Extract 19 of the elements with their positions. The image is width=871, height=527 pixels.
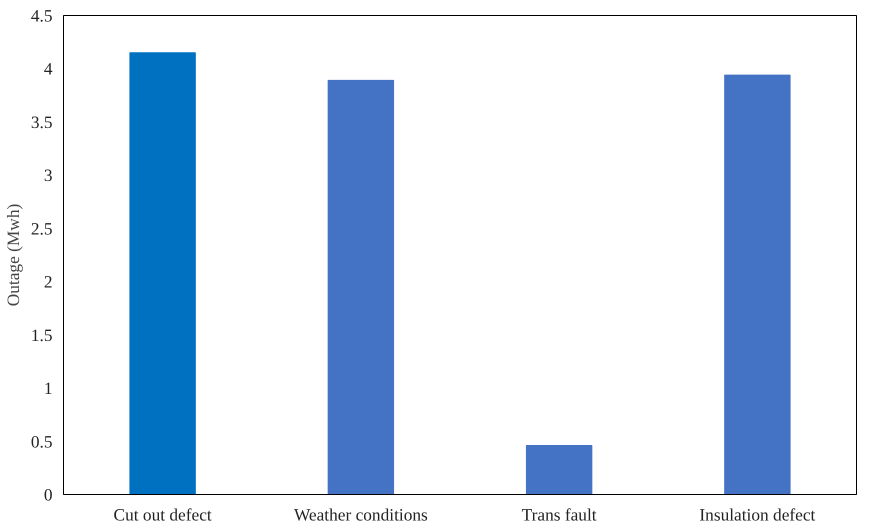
- bar: [724, 74, 791, 494]
- y-tick-label: 4.5: [30, 6, 53, 26]
- bar: [328, 80, 394, 494]
- x-tick-label: Cut out defect: [114, 506, 212, 524]
- y-tick-label: 1.5: [30, 326, 53, 345]
- y-tick-label: 4: [44, 60, 53, 79]
- y-tick-label: 2: [44, 272, 53, 292]
- x-tick-label: Trans fault: [522, 506, 597, 524]
- y-tick-label: 0.5: [30, 432, 53, 452]
- y-tick-label: 2.5: [30, 219, 53, 238]
- bar: [526, 445, 592, 494]
- x-tick-label: Insulation defect: [699, 506, 816, 524]
- y-axis-title: Outage (Mwh): [4, 204, 23, 306]
- x-tick-label: Weather conditions: [294, 506, 428, 524]
- bar: [129, 52, 196, 494]
- y-tick-label: 3: [44, 166, 53, 186]
- y-tick-label: 1: [44, 379, 53, 398]
- y-tick-label: 0: [44, 486, 53, 504]
- y-tick-label: 3.5: [30, 112, 53, 132]
